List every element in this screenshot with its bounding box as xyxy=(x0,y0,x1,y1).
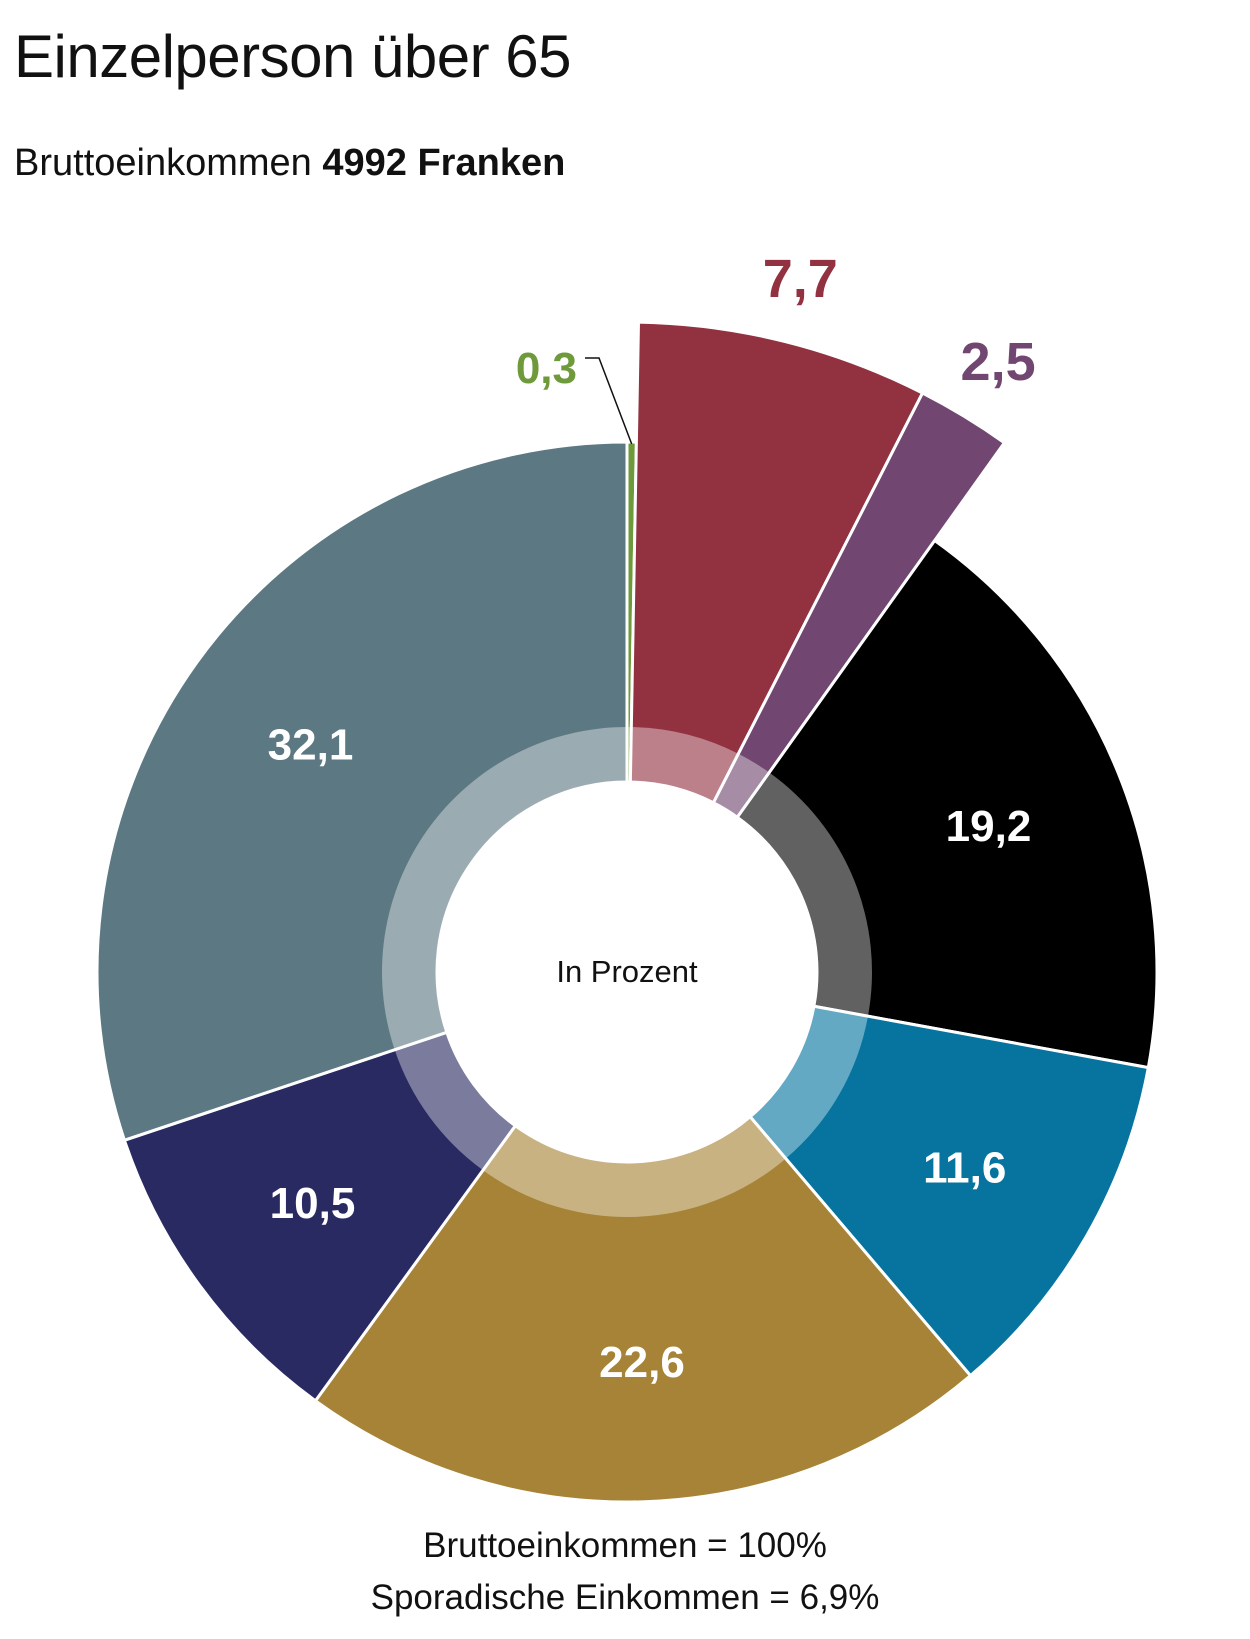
value-label-0: 0,3 xyxy=(516,344,577,393)
value-label-2: 2,5 xyxy=(961,332,1036,392)
chart-subtitle: Bruttoeinkommen 4992 Franken xyxy=(14,142,565,185)
slice-ring-0 xyxy=(627,727,632,783)
value-label-group: 0,3 7,7 2,5 19,2 11,6 22,6 10,5 32,1 xyxy=(268,249,1036,1387)
slice-ring-2 xyxy=(713,753,770,818)
slice-ring-6 xyxy=(394,1032,516,1171)
subtitle-prefix: Bruttoeinkommen xyxy=(14,142,312,184)
value-label-6: 10,5 xyxy=(270,1179,356,1228)
slice-ring-5 xyxy=(482,1116,786,1217)
center-label: In Prozent xyxy=(556,954,698,989)
value-label-4: 11,6 xyxy=(923,1143,1006,1192)
footnote-sporadic-income: Sporadische Einkommen = 6,9% xyxy=(370,1578,880,1617)
value-label-5: 22,6 xyxy=(599,1338,685,1387)
leader-line-0 xyxy=(585,357,633,445)
slice-group xyxy=(95,320,1159,1504)
value-label-3: 19,2 xyxy=(946,802,1032,851)
chart-title: Einzelperson über 65 xyxy=(14,23,572,90)
footnote-gross-income: Bruttoeinkommen = 100% xyxy=(423,1526,827,1565)
slice-ring-1 xyxy=(630,727,739,803)
donut-hole xyxy=(437,782,817,1162)
value-label-7: 32,1 xyxy=(268,721,354,770)
subtitle-amount: 4992 Franken xyxy=(322,142,566,184)
slice-ring-4 xyxy=(750,1006,868,1159)
value-label-1: 7,7 xyxy=(763,249,838,309)
inner-ring-group xyxy=(381,727,873,1217)
slice-ring-7 xyxy=(381,727,627,1050)
slice-ring-3 xyxy=(737,772,873,1017)
